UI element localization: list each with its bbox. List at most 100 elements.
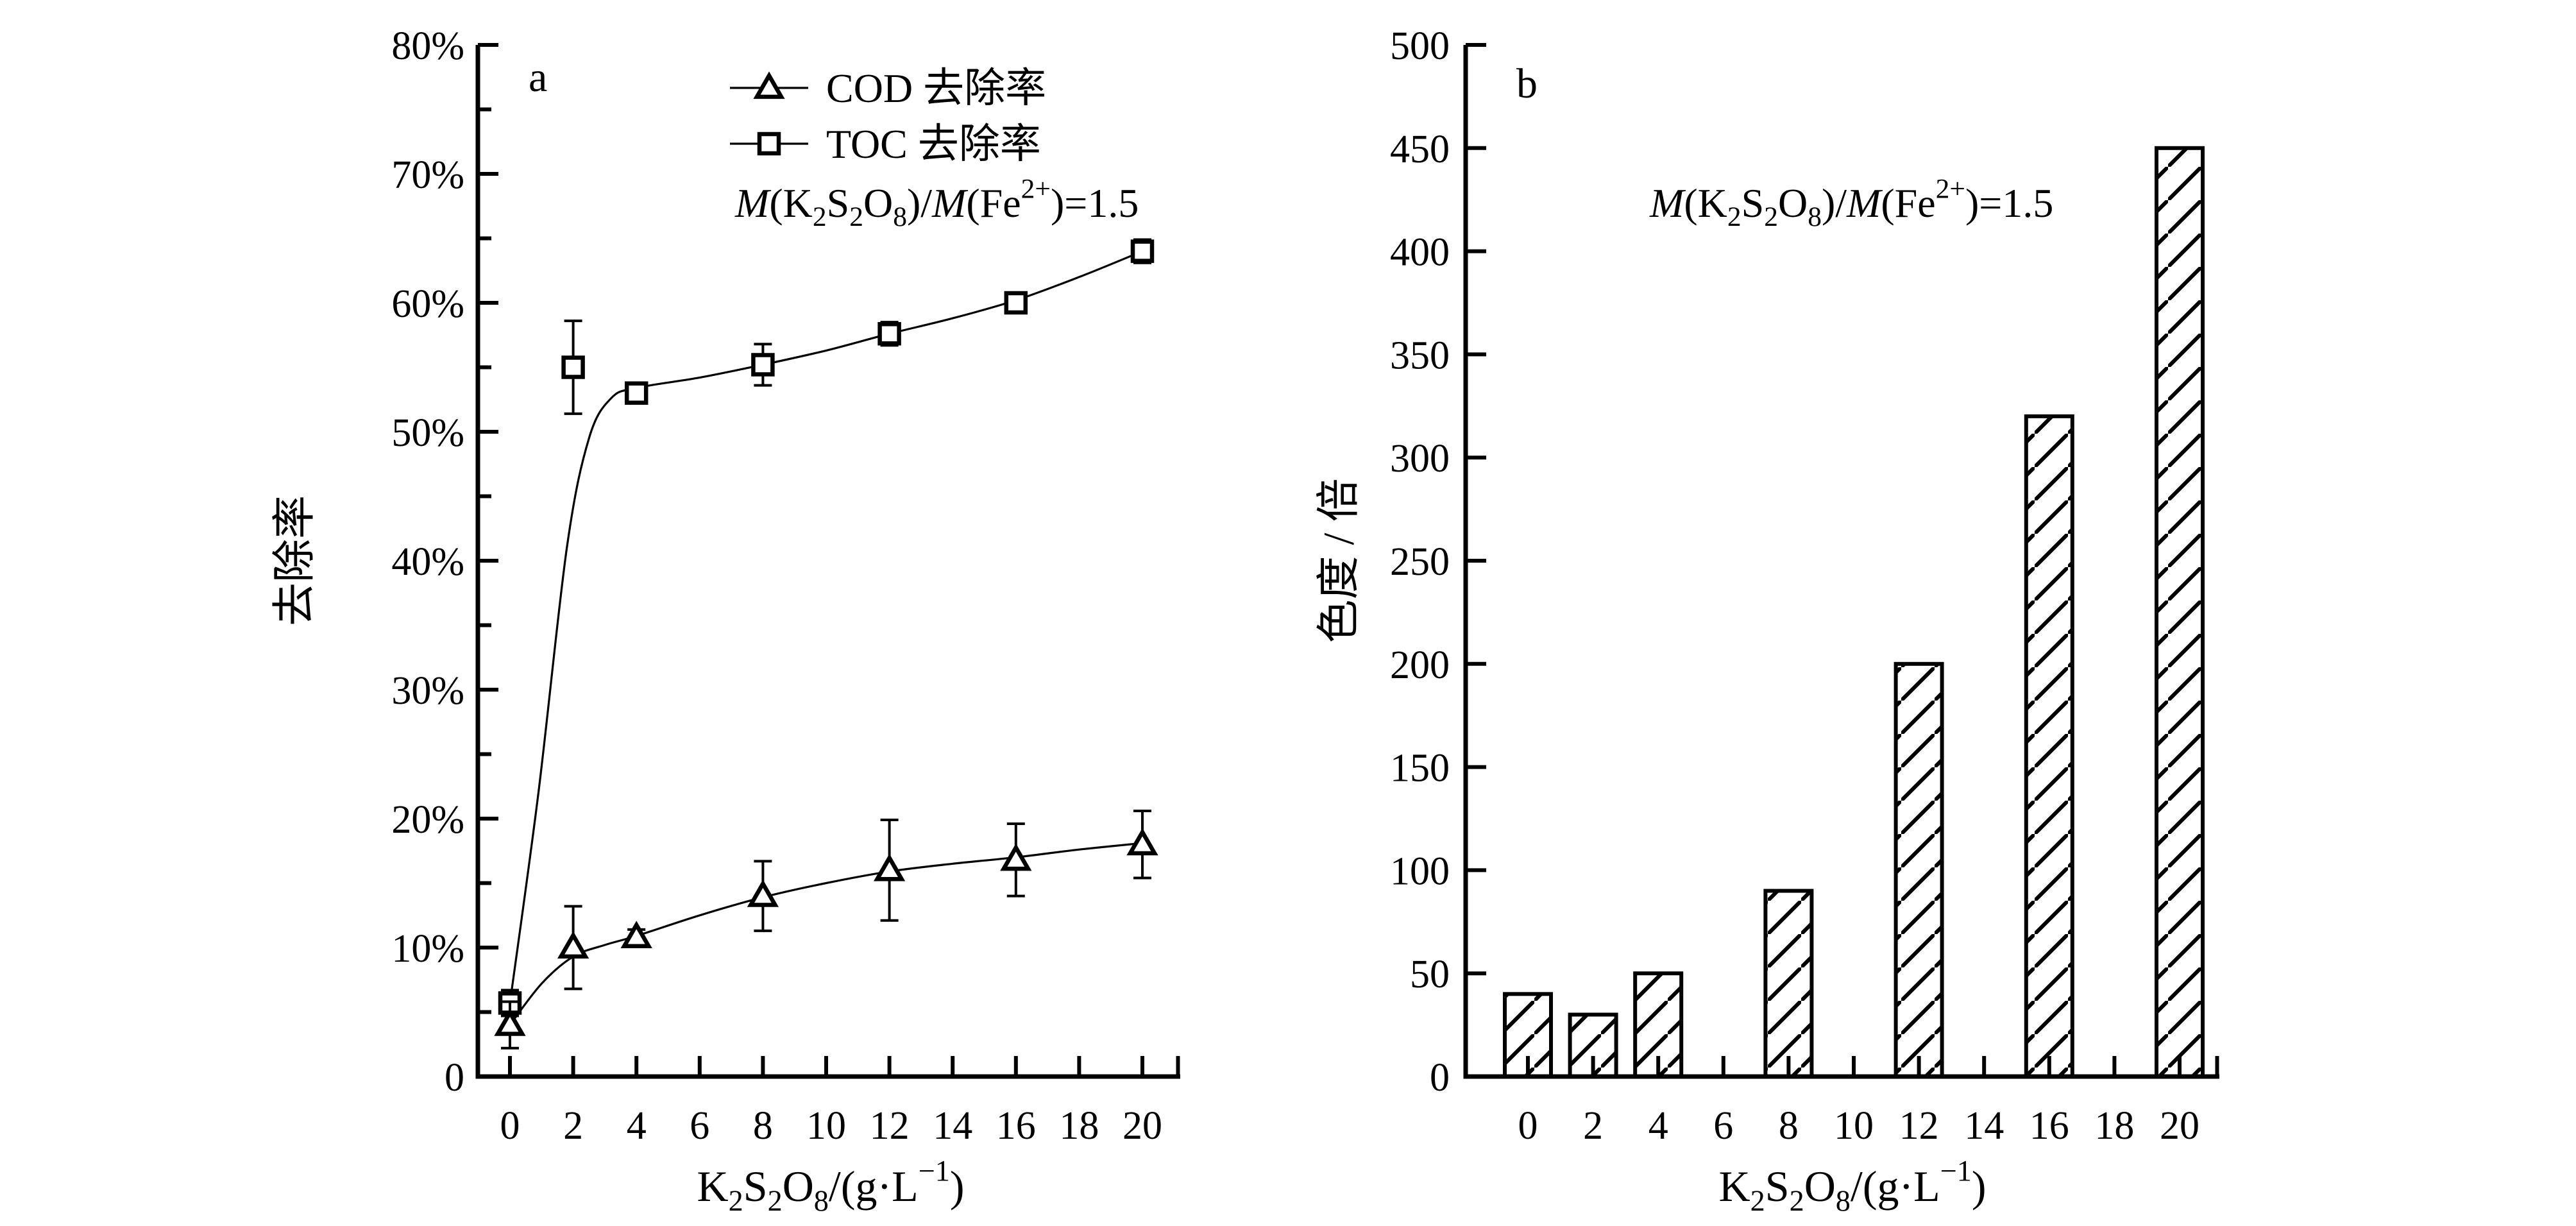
rich-text-token: M <box>1649 180 1686 226</box>
data-point-triangle-icon <box>494 1008 526 1036</box>
x-tick-label: 8 <box>753 1104 773 1148</box>
data-point-triangle-icon <box>620 921 652 949</box>
y-tick-label: 250 <box>1390 540 1450 584</box>
rich-text-token: ) <box>1972 1162 1987 1211</box>
rich-text-token: 2 <box>768 1185 783 1218</box>
rich-text-token: (Fe <box>966 180 1021 226</box>
annotation: M(K2S2O8)/M(Fe2+)=1.5 <box>1649 174 2053 233</box>
rich-text-token: )/ <box>1822 180 1847 226</box>
rich-text-token: 2 <box>1750 1185 1765 1218</box>
rich-text-token: M <box>931 180 969 226</box>
data-point-square-icon <box>561 355 585 379</box>
rich-text-token: )=1.5 <box>1051 180 1139 226</box>
series-toc <box>498 238 1155 1017</box>
data-point-square-icon <box>877 321 901 346</box>
annotation: M(K2S2O8)/M(Fe2+)=1.5 <box>734 174 1139 233</box>
x-tick-label: 4 <box>627 1104 647 1148</box>
rich-text-token: 8 <box>893 201 907 232</box>
y-tick-label: 80% <box>391 24 464 68</box>
y-tick-label: 20% <box>391 798 464 842</box>
legend-entry: COD 去除率 <box>730 65 1046 111</box>
x-axis-title: K2S2O8/(g·L−1) <box>1719 1155 1987 1218</box>
x-tick-label: 4 <box>1648 1104 1668 1148</box>
rich-text-token: 2 <box>1790 1185 1804 1218</box>
x-tick-label: 18 <box>1059 1104 1099 1148</box>
bar <box>1763 889 1814 1079</box>
data-point-triangle-icon <box>1000 843 1032 871</box>
legend: COD 去除率 TOC 去除率 <box>730 65 1046 167</box>
rich-text-token: O <box>783 1162 814 1211</box>
legend-entry: TOC 去除率 <box>730 121 1041 167</box>
rich-text-token: 2 <box>1727 201 1741 232</box>
rich-text-token: 2+ <box>1936 174 1965 205</box>
rich-text-token: 2 <box>729 1185 743 1218</box>
y-tick-label: 50 <box>1410 953 1450 996</box>
x-tick-label: 10 <box>806 1104 846 1148</box>
rich-text-token: /(g·L <box>1851 1162 1940 1211</box>
rich-text-token: −1 <box>919 1155 950 1188</box>
series-cod <box>494 809 1158 1050</box>
x-tick-label: 6 <box>690 1104 709 1148</box>
legend-label: TOC 去除率 <box>826 121 1041 167</box>
rich-text-token: S <box>743 1162 768 1211</box>
rich-text-token: 2 <box>849 201 863 232</box>
y-tick-label: 0 <box>1430 1056 1450 1100</box>
x-tick-label: 6 <box>1713 1104 1733 1148</box>
rich-text-token: 2 <box>1764 201 1778 232</box>
data-point-square-icon <box>624 381 648 405</box>
x-tick-label: 2 <box>563 1104 583 1148</box>
data-point-triangle-icon <box>747 879 779 907</box>
rich-text-token: ) <box>950 1162 965 1211</box>
panel-label: a <box>529 54 547 101</box>
x-tick-label: 14 <box>1964 1104 2004 1148</box>
rich-text-token: K <box>1719 1162 1750 1211</box>
rich-text-token: 8 <box>814 1185 829 1218</box>
x-tick-label: 0 <box>500 1104 520 1148</box>
rich-text-token: O <box>1778 180 1808 226</box>
x-tick-label: 16 <box>996 1104 1036 1148</box>
y-tick-label: 150 <box>1390 747 1450 790</box>
rich-text-token: O <box>1804 1162 1836 1211</box>
x-tick-label: 8 <box>1779 1104 1799 1148</box>
y-axis-title: 色度 / 倍 <box>1314 479 1363 643</box>
y-tick-label: 450 <box>1390 128 1450 171</box>
x-tick-label: 0 <box>1518 1104 1538 1148</box>
x-tick-label: 12 <box>1899 1104 1939 1148</box>
figure-panel-a: 010%20%30%40%50%60%70%80%0 2 4 6 8 10 12 14 16 18… <box>270 24 1180 1218</box>
x-tick-label: 20 <box>2160 1104 2199 1148</box>
legend-label: COD 去除率 <box>826 65 1046 111</box>
rich-text-token: )=1.5 <box>1965 180 2053 226</box>
data-point-triangle-icon <box>873 853 906 881</box>
rich-text-token: 2 <box>813 201 827 232</box>
y-tick-label: 30% <box>391 669 464 713</box>
rich-text-token: )/ <box>907 180 932 226</box>
data-point-square-icon <box>1130 239 1155 263</box>
rich-text-token: M <box>734 180 772 226</box>
legend-triangle-icon <box>753 71 785 99</box>
y-tick-label: 350 <box>1390 334 1450 377</box>
y-tick-label: 300 <box>1390 437 1450 481</box>
rich-text-token: 2+ <box>1021 174 1051 205</box>
x-tick-label: 10 <box>1834 1104 1874 1148</box>
rich-text-token: M <box>1846 180 1883 226</box>
data-point-triangle-icon <box>557 931 589 959</box>
bar <box>1894 661 1944 1079</box>
x-tick-label: 18 <box>2094 1104 2134 1148</box>
y-axis-title: 去除率 <box>270 495 319 626</box>
y-tick-label: 500 <box>1390 24 1450 68</box>
x-tick-label: 20 <box>1123 1104 1162 1148</box>
x-axis-title: K2S2O8/(g·L−1) <box>697 1155 965 1218</box>
x-tick-label: 12 <box>870 1104 910 1148</box>
data-point-triangle-icon <box>1126 828 1158 856</box>
x-tick-label: 14 <box>933 1104 972 1148</box>
y-tick-label: 200 <box>1390 643 1450 687</box>
data-point-square-icon <box>1004 291 1028 315</box>
series-curve-1 <box>509 250 1143 1003</box>
rich-text-token: K <box>697 1162 729 1211</box>
y-tick-label: 60% <box>391 282 464 326</box>
legend-square-icon <box>757 132 781 156</box>
y-tick-label: 70% <box>391 153 464 197</box>
data-point-square-icon <box>751 353 775 377</box>
